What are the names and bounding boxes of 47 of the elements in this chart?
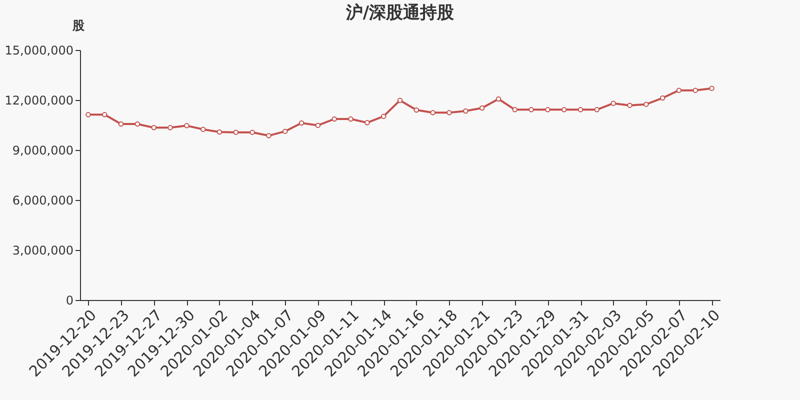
point xyxy=(545,107,550,112)
point xyxy=(644,102,649,107)
point xyxy=(463,108,468,114)
point xyxy=(102,112,108,118)
point xyxy=(332,116,337,122)
point xyxy=(282,128,288,134)
point xyxy=(86,112,91,118)
y-tick-label: 3,000,000 xyxy=(12,244,74,258)
point xyxy=(414,107,420,113)
y-tick-label: 9,000,000 xyxy=(12,144,74,158)
point xyxy=(594,107,600,112)
point xyxy=(627,102,632,108)
point xyxy=(315,122,321,128)
point xyxy=(610,100,616,106)
point xyxy=(380,114,386,119)
point xyxy=(660,95,666,101)
point xyxy=(134,121,140,127)
y-tick-label: 12,000,000 xyxy=(4,94,74,108)
point xyxy=(168,125,173,130)
y-tick-label: 0 xyxy=(66,294,74,308)
point xyxy=(118,121,124,127)
y-tick-label: 15,000,000 xyxy=(4,44,74,58)
point xyxy=(528,107,534,112)
point xyxy=(216,129,222,135)
point xyxy=(266,133,272,138)
point xyxy=(364,120,370,126)
point xyxy=(348,116,354,122)
chart-title: 沪/深股通持股 xyxy=(344,3,456,23)
point xyxy=(496,96,502,102)
point xyxy=(233,130,239,135)
point xyxy=(200,126,206,132)
point xyxy=(692,88,698,93)
point xyxy=(512,107,518,112)
y-axis-title: 股 xyxy=(72,18,86,32)
point xyxy=(676,88,682,93)
point xyxy=(184,123,190,128)
y-tick-label: 6,000,000 xyxy=(12,194,74,208)
point xyxy=(709,86,714,91)
point xyxy=(151,125,156,130)
point xyxy=(578,107,584,112)
point xyxy=(250,130,255,135)
point xyxy=(298,120,304,126)
point xyxy=(561,107,567,112)
point xyxy=(446,110,452,116)
point xyxy=(479,105,485,111)
point xyxy=(397,98,403,103)
point xyxy=(430,110,436,116)
